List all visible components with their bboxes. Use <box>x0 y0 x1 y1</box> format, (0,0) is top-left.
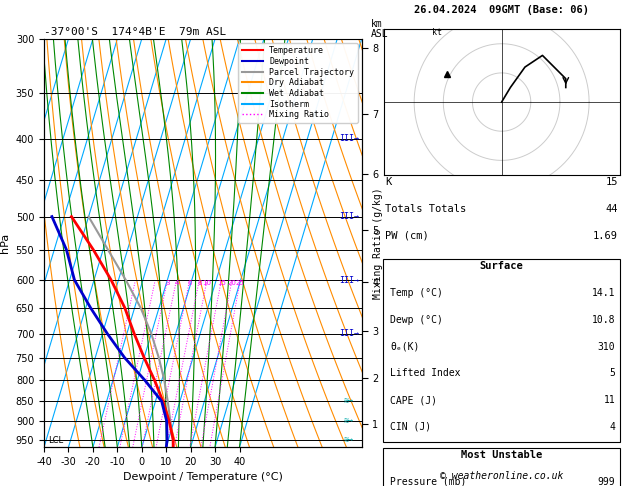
Text: 11: 11 <box>604 395 615 405</box>
Text: 10: 10 <box>203 280 211 286</box>
Text: 44: 44 <box>605 204 618 214</box>
Text: θₑ(K): θₑ(K) <box>390 342 420 352</box>
Text: ≋→: ≋→ <box>344 435 354 444</box>
Bar <box>383 448 620 486</box>
Text: 4: 4 <box>174 280 179 286</box>
Text: 15: 15 <box>217 280 226 286</box>
Text: 6: 6 <box>187 280 192 286</box>
Text: LCL: LCL <box>48 436 64 446</box>
Text: III→: III→ <box>339 329 359 338</box>
Text: III→: III→ <box>339 135 359 143</box>
Text: Surface: Surface <box>480 261 523 272</box>
Legend: Temperature, Dewpoint, Parcel Trajectory, Dry Adiabat, Wet Adiabat, Isotherm, Mi: Temperature, Dewpoint, Parcel Trajectory… <box>238 43 357 122</box>
Text: CAPE (J): CAPE (J) <box>390 395 437 405</box>
Text: km
ASL: km ASL <box>371 19 389 39</box>
Text: Pressure (mb): Pressure (mb) <box>390 477 467 486</box>
Text: CIN (J): CIN (J) <box>390 422 431 432</box>
Text: kt: kt <box>431 28 442 37</box>
Text: K: K <box>386 177 392 188</box>
Text: 5: 5 <box>610 368 615 379</box>
X-axis label: Dewpoint / Temperature (°C): Dewpoint / Temperature (°C) <box>123 472 283 483</box>
Bar <box>383 259 620 442</box>
Text: Totals Totals: Totals Totals <box>386 204 467 214</box>
Text: 25: 25 <box>236 280 245 286</box>
Text: ≋→: ≋→ <box>344 397 354 406</box>
Text: Most Unstable: Most Unstable <box>461 450 542 460</box>
Text: 10.8: 10.8 <box>592 315 615 325</box>
Text: 310: 310 <box>598 342 615 352</box>
Text: III→: III→ <box>339 276 359 284</box>
Text: Dewp (°C): Dewp (°C) <box>390 315 443 325</box>
Text: III→: III→ <box>339 212 359 221</box>
Text: Temp (°C): Temp (°C) <box>390 288 443 298</box>
Text: © weatheronline.co.uk: © weatheronline.co.uk <box>440 471 564 481</box>
Text: 15: 15 <box>605 177 618 188</box>
Text: 8: 8 <box>197 280 201 286</box>
Text: ≋→: ≋→ <box>344 417 354 426</box>
Y-axis label: hPa: hPa <box>0 233 10 253</box>
Text: Mixing Ratio (g/kg): Mixing Ratio (g/kg) <box>373 187 383 299</box>
Text: -37°00'S  174°4B'E  79m ASL: -37°00'S 174°4B'E 79m ASL <box>44 27 226 37</box>
Text: 20: 20 <box>228 280 237 286</box>
Text: PW (cm): PW (cm) <box>386 231 429 241</box>
Text: 4: 4 <box>610 422 615 432</box>
Text: 3: 3 <box>165 280 170 286</box>
Text: 999: 999 <box>598 477 615 486</box>
Text: 1.69: 1.69 <box>593 231 618 241</box>
Text: Lifted Index: Lifted Index <box>390 368 460 379</box>
Text: 14.1: 14.1 <box>592 288 615 298</box>
Text: 26.04.2024  09GMT (Base: 06): 26.04.2024 09GMT (Base: 06) <box>414 5 589 15</box>
